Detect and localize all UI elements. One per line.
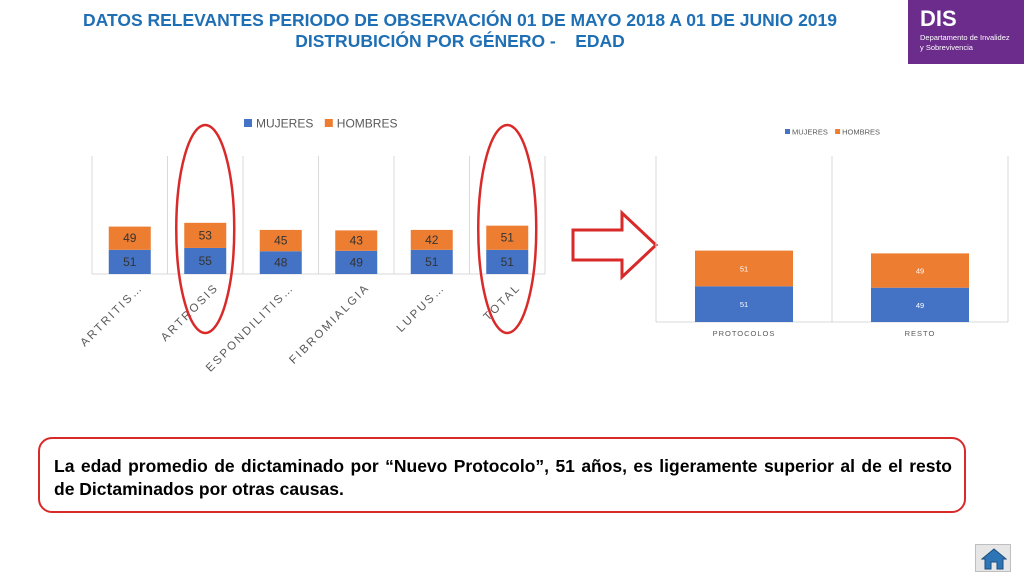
bar-mujeres xyxy=(184,247,227,274)
chart2-legend: MUJERES HOMBRES xyxy=(785,128,880,137)
category-tick-label: FIBROMIALGIA xyxy=(287,282,372,367)
logo-subtitle-line-2: y Sobrevivencia xyxy=(920,43,973,52)
title-line-2: DISTRUBICIÓN POR GÉNERO - EDAD xyxy=(295,31,625,51)
bar-hombres xyxy=(108,226,151,250)
bar-mujeres xyxy=(871,287,969,322)
logo-name: DIS xyxy=(920,6,957,31)
chart1-legend: MUJERES HOMBRES xyxy=(244,117,397,131)
bar-hombres xyxy=(871,253,969,288)
note-box: La edad promedio de dictaminado por “Nue… xyxy=(38,437,966,513)
bar-hombres xyxy=(184,222,227,248)
legend-label-hombres: HOMBRES xyxy=(842,128,880,137)
bar-mujeres xyxy=(410,249,453,274)
data-label-mujeres: 51 xyxy=(740,300,748,309)
bar-hombres xyxy=(486,225,529,250)
bar-mujeres xyxy=(486,249,529,274)
category-tick-label: PROTOCOLOS xyxy=(713,329,776,338)
home-button[interactable] xyxy=(975,544,1011,572)
right-arrow-icon xyxy=(571,209,659,281)
highlight-ellipse xyxy=(477,123,538,335)
data-label-hombres: 49 xyxy=(916,267,924,276)
bar-mujeres xyxy=(259,251,302,274)
data-label-mujeres: 49 xyxy=(350,255,364,269)
data-label-mujeres: 51 xyxy=(501,255,515,269)
data-label-hombres: 51 xyxy=(740,264,748,273)
data-label-hombres: 53 xyxy=(199,228,213,242)
right-arrow-shape xyxy=(571,209,659,281)
page-title: DATOS RELEVANTES PERIODO DE OBSERVACIÓN … xyxy=(20,10,900,52)
category-tick-label: ARTRITIS… xyxy=(78,282,146,350)
data-label-mujeres: 49 xyxy=(916,301,924,310)
data-label-hombres: 43 xyxy=(350,234,364,248)
data-label-mujeres: 51 xyxy=(425,255,439,269)
data-label-hombres: 42 xyxy=(425,233,439,247)
bar-hombres xyxy=(695,250,793,287)
home-icon xyxy=(981,548,1007,570)
data-label-hombres: 45 xyxy=(274,234,288,248)
logo-subtitle-line-1: Departamento de Invalidez xyxy=(920,33,1010,42)
data-label-mujeres: 55 xyxy=(199,254,213,268)
highlight-ellipse xyxy=(175,123,236,335)
legend-swatch-mujeres xyxy=(244,119,252,127)
category-tick-label: LUPUS… xyxy=(395,282,448,335)
data-label-mujeres: 48 xyxy=(274,256,288,270)
logo-subtitle: Departamento de Invalidez y Sobrevivenci… xyxy=(920,33,1020,53)
chart-protocol-vs-rest: MUJERES HOMBRES 51 51 PROTOCOLOS 49 49 RESTO xyxy=(655,128,1009,338)
data-label-hombres: 49 xyxy=(123,231,137,245)
legend-swatch-hombres xyxy=(324,119,333,127)
legend-label-mujeres: MUJERES xyxy=(256,117,313,131)
bar-mujeres xyxy=(695,286,793,322)
legend-swatch-hombres xyxy=(835,129,841,134)
title-line-1: DATOS RELEVANTES PERIODO DE OBSERVACIÓN … xyxy=(82,10,838,30)
category-tick-label: RESTO xyxy=(905,329,936,338)
bar-hombres xyxy=(335,230,378,251)
bar-hombres xyxy=(410,229,453,250)
legend-swatch-mujeres xyxy=(785,129,790,134)
note-text: La edad promedio de dictaminado por “Nue… xyxy=(54,456,952,499)
category-tick-label: ESPONDILITIS… xyxy=(204,282,297,375)
bar-mujeres xyxy=(335,250,378,274)
bar-hombres xyxy=(259,229,302,252)
category-tick-label: ARTROSIS xyxy=(159,282,221,344)
data-label-hombres: 51 xyxy=(501,231,515,245)
legend-label-hombres: HOMBRES xyxy=(337,117,398,131)
data-label-mujeres: 51 xyxy=(123,255,137,269)
dis-logo: DIS Departamento de Invalidez y Sobreviv… xyxy=(908,0,1024,64)
legend-label-mujeres: MUJERES xyxy=(792,128,828,137)
bar-mujeres xyxy=(108,249,151,274)
chart-by-disease: MUJERES HOMBRES 51 49 ARTRITIS… 55 53 ARTROSIS 4… xyxy=(78,117,546,375)
